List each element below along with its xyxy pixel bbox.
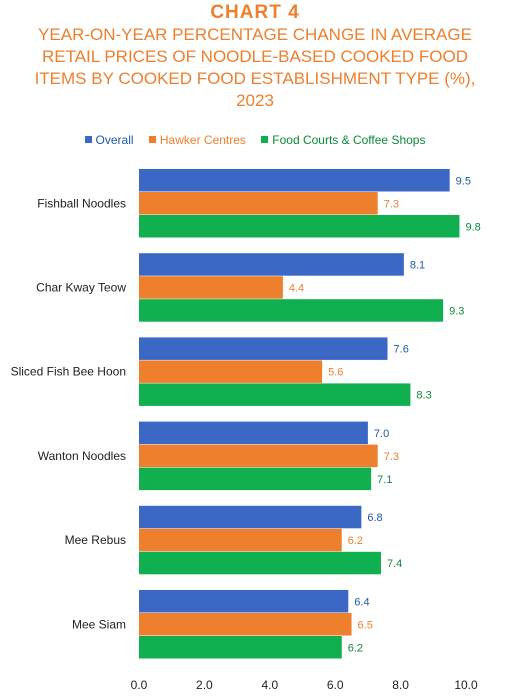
data-label-fishball-noodles-food-courts-coffee-shops: 9.8 <box>465 221 480 233</box>
category-label-char-kway-teow: Char Kway Teow <box>36 280 126 294</box>
title-block: CHART 4 YEAR-ON-YEAR PERCENTAGE CHANGE I… <box>0 2 510 112</box>
data-label-fishball-noodles-hawker-centres: 7.3 <box>384 198 399 210</box>
data-label-char-kway-teow-food-courts-coffee-shops: 9.3 <box>449 305 464 317</box>
bar-sliced-fish-bee-hoon-food-courts-coffee-shops <box>139 383 411 406</box>
x-tick-label-1: 2.0 <box>196 678 213 692</box>
legend-label-food-courts: Food Courts & Coffee Shops <box>272 133 426 147</box>
bar-mee-siam-hawker-centres <box>139 613 352 636</box>
data-label-mee-rebus-overall: 6.8 <box>367 512 382 524</box>
chart-number: CHART 4 <box>210 2 300 23</box>
category-label-fishball-noodles: Fishball Noodles <box>37 196 126 210</box>
data-label-wanton-noodles-overall: 7.0 <box>374 428 389 440</box>
bar-char-kway-teow-hawker-centres <box>139 276 283 299</box>
legend-label-hawker-centres: Hawker Centres <box>159 133 246 147</box>
data-label-mee-siam-overall: 6.4 <box>354 596 369 608</box>
bar-mee-rebus-overall <box>139 505 362 529</box>
legend-item-food-courts: Food Courts & Coffee Shops <box>261 133 425 147</box>
x-tick-label-2: 4.0 <box>261 678 278 692</box>
data-label-fishball-noodles-overall: 9.5 <box>456 175 471 187</box>
data-label-sliced-fish-bee-hoon-hawker-centres: 5.6 <box>328 367 343 379</box>
legend-label-overall: Overall <box>95 133 134 147</box>
bar-sliced-fish-bee-hoon-hawker-centres <box>139 360 323 383</box>
bar-char-kway-teow-overall <box>139 253 404 276</box>
legend-item-hawker-centres: Hawker Centres <box>148 133 246 147</box>
bar-mee-rebus-food-courts-coffee-shops <box>139 551 381 575</box>
bar-mee-siam-food-courts-coffee-shops <box>139 636 342 659</box>
bar-mee-siam-overall <box>139 590 349 613</box>
bar-mee-rebus-hawker-centres <box>139 528 342 552</box>
data-label-mee-siam-food-courts-coffee-shops: 6.2 <box>348 642 363 654</box>
data-label-mee-rebus-hawker-centres: 6.2 <box>348 535 363 547</box>
data-label-wanton-noodles-hawker-centres: 7.3 <box>384 451 399 463</box>
category-label-mee-rebus: Mee Rebus <box>65 533 126 547</box>
chart-title: YEAR-ON-YEAR PERCENTAGE CHANGE IN AVERAG… <box>34 25 476 110</box>
legend-swatch-hawker-centres <box>148 136 156 143</box>
bar-sliced-fish-bee-hoon-overall <box>139 337 388 360</box>
legend-swatch-overall <box>84 136 92 143</box>
data-label-wanton-noodles-food-courts-coffee-shops: 7.1 <box>377 474 392 486</box>
legend-item-overall: Overall <box>84 133 134 147</box>
bar-wanton-noodles-food-courts-coffee-shops <box>139 467 372 491</box>
x-tick-label-3: 6.0 <box>327 678 344 692</box>
data-label-mee-rebus-food-courts-coffee-shops: 7.4 <box>387 558 402 570</box>
data-label-char-kway-teow-overall: 8.1 <box>410 259 425 271</box>
bar-fishball-noodles-food-courts-coffee-shops <box>139 215 460 238</box>
x-tick-label-5: 10.0 <box>454 678 478 692</box>
data-label-char-kway-teow-hawker-centres: 4.4 <box>289 282 304 294</box>
data-label-mee-siam-hawker-centres: 6.5 <box>358 619 373 631</box>
data-label-sliced-fish-bee-hoon-overall: 7.6 <box>394 344 409 356</box>
x-tick-label-0: 0.0 <box>131 678 148 692</box>
data-label-sliced-fish-bee-hoon-food-courts-coffee-shops: 8.3 <box>416 390 431 402</box>
legend: Overall Hawker Centres Food Courts & Cof… <box>0 133 510 147</box>
bar-wanton-noodles-hawker-centres <box>139 444 378 468</box>
x-tick-label-4: 8.0 <box>392 678 409 692</box>
bar-fishball-noodles-overall <box>139 169 450 192</box>
category-label-sliced-fish-bee-hoon: Sliced Fish Bee Hoon <box>11 365 126 379</box>
bar-char-kway-teow-food-courts-coffee-shops <box>139 299 444 322</box>
category-label-mee-siam: Mee Siam <box>72 617 126 631</box>
bar-wanton-noodles-overall <box>139 421 368 445</box>
bar-fishball-noodles-hawker-centres <box>139 192 378 215</box>
category-label-wanton-noodles: Wanton Noodles <box>38 449 126 463</box>
legend-swatch-food-courts <box>261 136 269 143</box>
